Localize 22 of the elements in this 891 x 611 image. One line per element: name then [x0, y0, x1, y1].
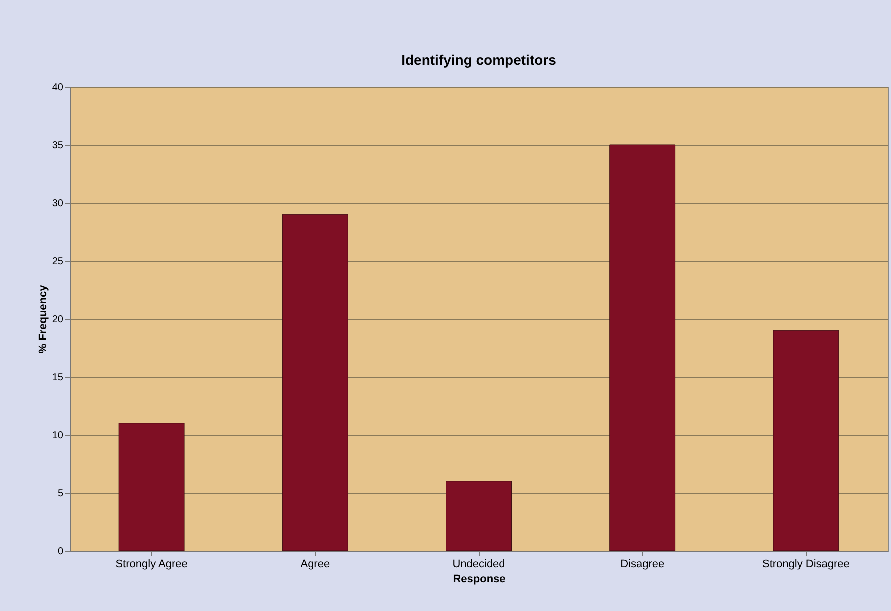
bar	[610, 144, 676, 552]
y-tick-label: 35	[52, 140, 64, 152]
y-tick-label: 30	[52, 198, 64, 210]
y-tick-label: 25	[52, 256, 64, 268]
bar	[282, 214, 348, 552]
bar	[118, 423, 185, 552]
x-tick-label: Agree	[300, 558, 330, 570]
y-tick-label: 15	[52, 372, 64, 384]
bar	[773, 330, 840, 552]
y-tick-label: 10	[52, 430, 64, 442]
y-tick-label: 5	[58, 488, 64, 500]
chart-title: Identifying competitors	[402, 52, 557, 68]
y-tick-label: 0	[58, 546, 64, 558]
x-tick-label: Strongly Agree	[116, 558, 188, 570]
x-tick-label: Strongly Disagree	[762, 558, 850, 570]
x-axis-title: Response	[453, 574, 506, 586]
y-axis-title: % Frequency	[37, 284, 50, 354]
x-tick-label: Undecided	[452, 558, 506, 570]
y-tick-label: 20	[52, 314, 64, 326]
y-tick-label: 40	[52, 82, 64, 94]
x-tick-label: Disagree	[620, 558, 665, 570]
bar	[446, 481, 512, 552]
